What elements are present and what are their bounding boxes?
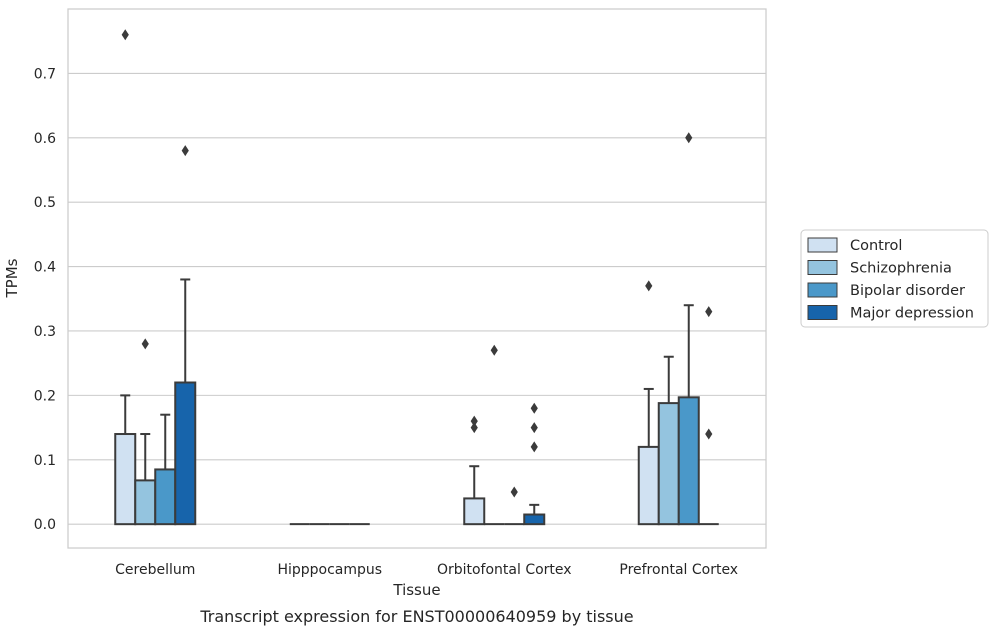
outlier-point — [510, 486, 518, 498]
outlier-point — [705, 428, 713, 440]
y-tick-label: 0.6 — [34, 131, 56, 147]
x-tick-label: Orbitofontal Cortex — [437, 562, 572, 578]
outlier-point — [141, 338, 149, 350]
bar — [677, 396, 700, 526]
outlier-point — [470, 422, 478, 434]
legend-label: Control — [850, 238, 902, 254]
legend-frame — [800, 229, 989, 328]
outlier-point — [530, 422, 538, 434]
bar — [174, 381, 197, 526]
x-tick-labels: Cerebellum Hipppocampus Orbitofontal Corte… — [115, 562, 738, 578]
outlier-point — [530, 402, 538, 414]
y-tick-label: 0.2 — [34, 388, 56, 404]
legend-swatch — [807, 305, 838, 320]
legend-label: Schizophrenia — [850, 261, 952, 277]
bar — [463, 497, 486, 526]
bar — [657, 402, 680, 526]
outlier-point — [645, 280, 653, 292]
bar — [523, 513, 546, 526]
bar — [114, 433, 137, 526]
y-tick-label: 0.0 — [34, 517, 56, 533]
y-tick-labels: 0.0 0.1 0.2 0.3 0.4 0.5 0.6 0.7 — [34, 66, 56, 533]
x-tick-label: Prefrontal Cortex — [619, 562, 738, 578]
bar — [637, 445, 660, 526]
bars — [114, 381, 719, 526]
legend-swatch — [807, 260, 838, 275]
whiskers — [120, 278, 694, 515]
x-tick-label: Hipppocampus — [277, 562, 382, 578]
legend-swatch — [807, 282, 838, 298]
outlier-point — [705, 306, 713, 318]
x-tick-label: Cerebellum — [115, 562, 195, 578]
legend: Control Schizophrenia Bipolar disorder Majo… — [800, 229, 989, 328]
y-tick-label: 0.5 — [34, 195, 56, 211]
figure-caption: Transcript expression for ENST0000064095… — [199, 607, 633, 626]
legend-label: Bipolar disorder — [850, 283, 965, 299]
y-axis-label: TPMs — [3, 258, 21, 298]
outliers — [121, 29, 713, 498]
outlier-point — [470, 415, 478, 427]
outlier-point — [530, 441, 538, 453]
y-tick-label: 0.7 — [34, 66, 56, 82]
bar — [154, 468, 177, 526]
outlier-point — [181, 145, 189, 157]
outlier-point — [685, 132, 693, 144]
outlier-point — [490, 344, 498, 356]
legend-label: Major depression — [850, 306, 974, 322]
legend-swatch — [807, 237, 838, 253]
plot-area-frame — [67, 8, 767, 549]
x-axis-label: Tissue — [392, 581, 440, 599]
bar — [134, 479, 157, 526]
y-tick-label: 0.4 — [34, 260, 56, 276]
y-tick-label: 0.3 — [34, 324, 56, 340]
y-tick-label: 0.1 — [34, 453, 56, 469]
outlier-point — [121, 29, 129, 41]
